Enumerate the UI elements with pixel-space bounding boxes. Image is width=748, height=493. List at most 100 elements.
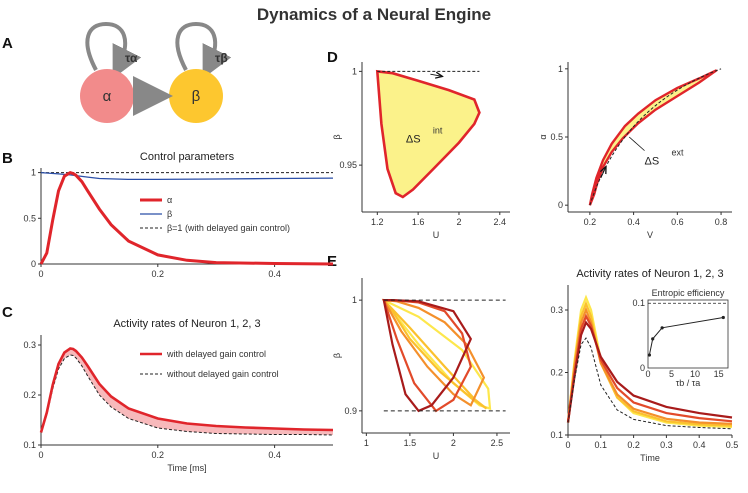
inset-x-tick-label: 5 [669,369,674,379]
annotation-pointer [628,136,645,151]
y-axis-label: β [332,134,342,139]
figure-title: Dynamics of a Neural Engine [257,5,491,24]
x-tick-label: 0.2 [584,217,597,227]
inset-point [647,353,652,357]
y-axis-label: α [538,134,548,139]
inset-title: Entropic efficiency [652,288,725,298]
x-tick-label: 1.6 [412,217,425,227]
legend: αβ β=1 (with delayed gain control) [140,195,290,233]
direction-arrow [430,74,440,76]
x-tick-label: 2.4 [494,217,507,227]
annotation-delta-s-ext: ΔS [645,155,660,167]
inset-y-tick-label: 0.1 [632,298,645,308]
self-loop-beta-arrow [175,21,232,79]
self-loop-alpha-arrow [85,21,142,79]
x-tick-label: 0.2 [627,440,640,450]
chart-title: Activity rates of Neuron 1, 2, 3 [113,318,260,330]
x-tick-label: 2 [456,217,461,227]
inset-point [660,326,664,330]
legend-entry-label: without delayed gain control [166,369,279,379]
x-tick-label: 0.3 [660,440,673,450]
chart-title: Activity rates of Neuron 1, 2, 3 [576,268,723,280]
panel-label-d: D [327,49,338,66]
inset-x-tick-label: 0 [645,369,650,379]
annotation-sup-int: int [433,126,443,136]
x-tick-label: 0.4 [268,450,281,460]
reference-curve [589,68,722,206]
direction-arrow [601,168,605,179]
node-beta [169,69,223,123]
tau-alpha-label: τα [125,51,138,65]
y-tick-label: 1 [352,295,357,305]
x-tick-label: 0.6 [671,217,684,227]
legend-entry-label: β [167,209,172,219]
x-tick-label: 0.4 [268,269,281,279]
x-tick-label: 0 [38,269,43,279]
x-axis-label: Time [640,453,660,463]
y-tick-label: 0 [31,259,36,269]
y-tick-label: 0.5 [550,132,563,142]
y-tick-label: 1 [558,64,563,74]
y-tick-label: 0.1 [550,430,563,440]
node-alpha-label: α [103,88,112,105]
y-tick-label: 0.9 [344,406,357,416]
y-tick-label: 0.95 [339,160,357,170]
x-tick-label: 0.1 [595,440,608,450]
tau-beta-label: τβ [215,51,228,65]
inset-x-axis-label: τb / τa [676,378,701,388]
chart-activity-rates-c: 0 0.2 0.4 0.1 0.2 0.3 Time [ms] Activity rates … [23,318,334,473]
x-tick-label: 1 [364,438,369,448]
cycle-loop-3 [381,298,486,407]
chart-control-parameters: 0 0.2 0.4 0 0.5 1 Control parameters αβ β=1 (wit… [23,151,334,279]
annotation-sup-ext: ext [672,147,685,157]
inset-point [651,337,655,341]
y-tick-label: 0.3 [550,305,563,315]
y-tick-label: 0.2 [550,368,563,378]
chart-cycle-v-alpha: 0.2 0.4 0.6 0.8 0 0.5 1 Vα ΔS ext [538,62,732,240]
x-tick-label: 0.8 [715,217,728,227]
legend-entry-label: with delayed gain control [166,349,266,359]
panel-label-e: E [327,253,337,270]
x-axis-label: Time [ms] [167,463,206,473]
inset-point [721,315,725,320]
x-tick-label: 0.4 [627,217,640,227]
chart-cycles-u-beta: 1 1.5 2 2.5 0.9 1 Uβ [332,278,510,461]
y-tick-label: 1 [31,168,36,178]
chart-cycle-u-beta: 1.2 1.6 2 2.4 0.95 1 Uβ ΔS int [332,62,510,240]
y-tick-label: 1 [352,66,357,76]
cycle-loop [375,69,481,199]
x-tick-label: 1.5 [404,438,417,448]
node-beta-label: β [192,88,201,105]
inset-entropic-efficiency: 0 5 10 15 0 0.1 Entropic efficiency τb / τa [632,286,732,390]
x-tick-label: 1.2 [371,217,384,227]
series-no-delay-line [567,337,733,430]
x-tick-label: 0 [565,440,570,450]
annotation-delta-s-int: ΔS [406,134,421,146]
y-tick-label: 0.1 [23,440,36,450]
cycle-loop [588,69,718,206]
x-axis-label: V [647,230,653,240]
inset-y-tick-label: 0 [640,363,645,373]
panel-label-b: B [2,150,13,167]
cycle-loop-5 [382,299,473,413]
series-with-gain-line [39,347,334,433]
y-tick-label: 0 [558,200,563,210]
x-axis-label: U [433,230,440,240]
cycle-loop-2 [382,299,488,410]
panel-label-c: C [2,304,13,321]
series-line-5 [566,320,733,423]
inset-x-tick-label: 15 [714,369,724,379]
series-alpha-line [39,170,334,266]
x-tick-label: 0.2 [152,450,165,460]
inset-x-tick-label: 10 [690,369,700,379]
area-difference [41,348,333,435]
node-alpha [80,69,134,123]
x-tick-label: 0.2 [152,269,165,279]
y-axis-label: β [332,353,342,358]
x-tick-label: 0.5 [726,440,739,450]
y-tick-label: 0.3 [23,340,36,350]
inset-series-line [648,317,724,356]
series-without-gain-line [40,354,334,436]
inset-frame [647,299,729,369]
